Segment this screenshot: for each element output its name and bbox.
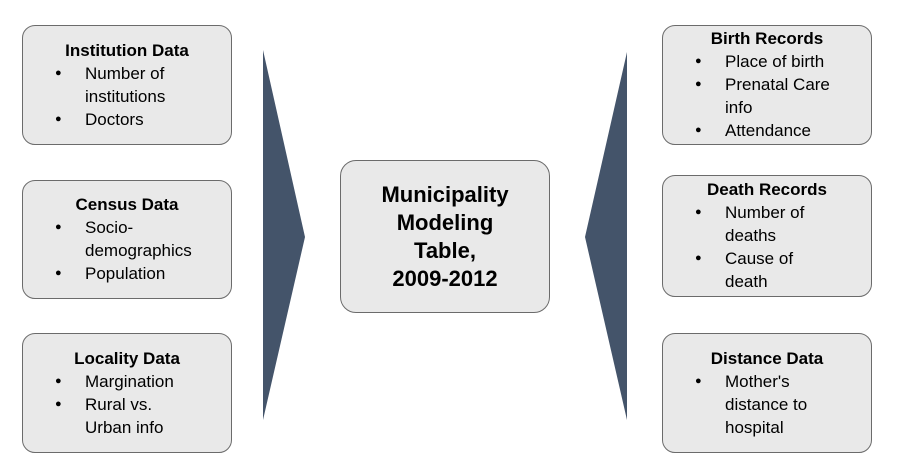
arrow-left bbox=[585, 52, 627, 420]
box-title: Distance Data bbox=[710, 348, 824, 368]
item-text: Mother's distance to hospital bbox=[725, 370, 807, 439]
item-line: Population bbox=[85, 264, 166, 283]
center-line: Table, bbox=[414, 237, 476, 263]
source-box: Census Data ● Socio-demographics ● Populatio… bbox=[22, 180, 232, 299]
item-line: info bbox=[725, 98, 753, 117]
item-line: hospital bbox=[725, 417, 784, 437]
item-line: Cause of bbox=[725, 249, 794, 268]
source-box: Distance Data ● Mother's distance to hospita… bbox=[662, 333, 872, 453]
bullet-item: ● Rural vs. Urban info bbox=[33, 393, 221, 439]
bullet: ● bbox=[55, 221, 62, 233]
arrow-right bbox=[263, 50, 305, 420]
source-box: Locality Data ● Margination ● Rural vs. Urban… bbox=[22, 333, 232, 453]
item-line: Socio- bbox=[85, 218, 134, 237]
box-title: Locality Data bbox=[74, 348, 180, 368]
item-line: distance to bbox=[725, 394, 808, 414]
bullet-item: ● Place of birth bbox=[673, 50, 861, 73]
item-text: Prenatal Care info bbox=[725, 73, 830, 119]
item-text: Number of deaths bbox=[725, 201, 804, 247]
item-line: Number of bbox=[85, 63, 165, 83]
bullet-item: ● Socio-demographics bbox=[33, 216, 221, 262]
item-line: Doctors bbox=[85, 109, 144, 129]
box-title: Census Data bbox=[75, 195, 179, 214]
bullet: ● bbox=[55, 374, 62, 387]
item-line: Attendance bbox=[725, 121, 812, 140]
item-line: Number of bbox=[725, 203, 805, 222]
bullet-item: ● Cause of death bbox=[673, 247, 861, 293]
source-box: Institution Data ● Number of institutions ● D… bbox=[22, 25, 232, 145]
item-line: Mother's bbox=[725, 371, 790, 391]
box-title: Death Records bbox=[707, 180, 827, 199]
bullet-item: ● Population bbox=[33, 262, 221, 285]
item-text: Population bbox=[85, 262, 165, 285]
item-line: institutions bbox=[85, 86, 166, 106]
bullet: ● bbox=[695, 252, 702, 264]
item-text: Cause of death bbox=[725, 247, 793, 293]
item-text: Attendance bbox=[725, 119, 811, 142]
bullet: ● bbox=[55, 66, 62, 79]
center-line: Municipality bbox=[381, 181, 509, 207]
item-line: deaths bbox=[725, 226, 777, 245]
item-text: Doctors bbox=[85, 108, 144, 131]
item-text: Place of birth bbox=[725, 50, 824, 73]
item-text: Number of institutions bbox=[85, 62, 165, 108]
item-line: Rural vs. bbox=[85, 394, 153, 414]
bullet: ● bbox=[695, 55, 702, 67]
box-title: Institution Data bbox=[65, 40, 189, 60]
item-line: Prenatal Care bbox=[725, 75, 830, 94]
bullet: ● bbox=[695, 124, 702, 136]
center-line: Modeling bbox=[396, 209, 494, 235]
bullet-item: ● Attendance bbox=[673, 119, 861, 142]
center-line: 2009-2012 bbox=[392, 265, 498, 291]
bullet: ● bbox=[695, 78, 702, 90]
bullet-item: ● Number of deaths bbox=[673, 201, 861, 247]
source-box: Death Records ● Number of deaths ● Cause of de… bbox=[662, 175, 872, 297]
center-box: Municipality Modeling Table, 2009-2012 bbox=[340, 160, 550, 313]
bullet: ● bbox=[695, 206, 702, 218]
bullet-item: ● Prenatal Care info bbox=[673, 73, 861, 119]
item-text: Socio-demographics bbox=[85, 216, 192, 262]
item-text: Rural vs. Urban info bbox=[85, 393, 163, 439]
bullet: ● bbox=[55, 267, 62, 279]
item-line: Place of birth bbox=[725, 52, 825, 71]
item-line: death bbox=[725, 272, 768, 291]
box-title: Birth Records bbox=[710, 29, 824, 48]
item-line: Margination bbox=[85, 371, 174, 391]
item-line: demographics bbox=[85, 241, 192, 260]
bullet-item: ● Number of institutions bbox=[33, 62, 221, 108]
bullet: ● bbox=[55, 112, 62, 125]
source-box: Birth Records ● Place of birth ● Prenatal Ca… bbox=[662, 25, 872, 145]
item-line: Urban info bbox=[85, 417, 164, 437]
bullet-item: ● Mother's distance to hospital bbox=[673, 370, 861, 439]
item-text: Margination bbox=[85, 370, 174, 393]
bullet: ● bbox=[55, 397, 62, 410]
bullet: ● bbox=[695, 374, 702, 387]
bullet-item: ● Margination bbox=[33, 370, 221, 393]
bullet-item: ● Doctors bbox=[33, 108, 221, 131]
